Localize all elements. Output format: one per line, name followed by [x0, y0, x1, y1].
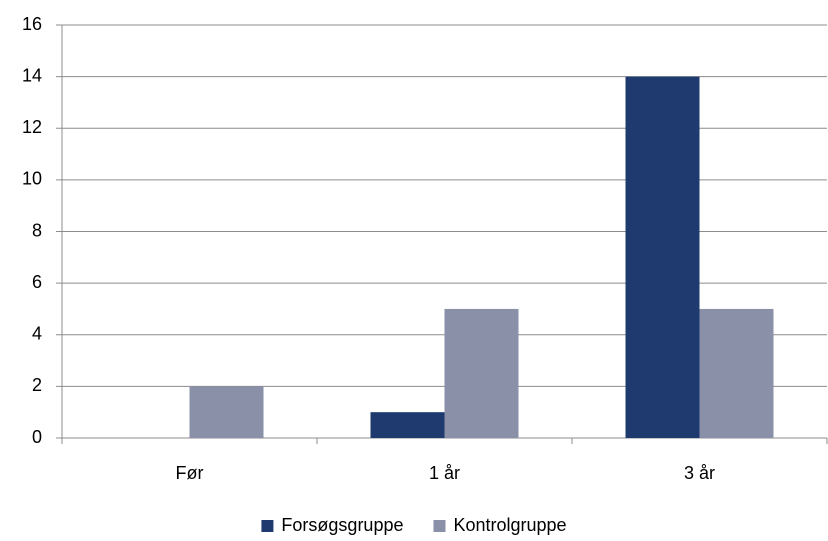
y-tick-label: 2: [32, 375, 42, 395]
legend-label: Forsøgsgruppe: [281, 515, 403, 535]
y-tick-label: 4: [32, 324, 42, 344]
legend-label: Kontrolgruppe: [453, 515, 566, 535]
bar: [625, 76, 700, 438]
x-tick-label: Før: [176, 463, 204, 483]
y-tick-label: 10: [22, 169, 42, 189]
legend-swatch: [261, 520, 274, 532]
y-tick-label: 6: [32, 272, 42, 292]
y-tick-label: 14: [22, 65, 42, 85]
y-tick-label: 0: [32, 427, 42, 447]
y-tick-label: 16: [22, 14, 42, 34]
legend-swatch: [433, 520, 446, 532]
bar: [189, 386, 264, 438]
x-tick-label: 3 år: [684, 463, 715, 483]
bar: [444, 308, 519, 438]
x-tick-label: 1 år: [429, 463, 460, 483]
bar: [370, 412, 445, 438]
y-tick-label: 12: [22, 117, 42, 137]
bar: [699, 308, 774, 438]
y-tick-label: 8: [32, 220, 42, 240]
